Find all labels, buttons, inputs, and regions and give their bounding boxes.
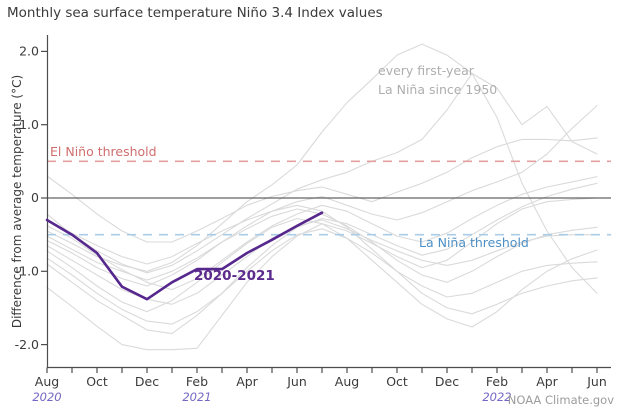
x-tick-label: Jun bbox=[586, 374, 607, 389]
y-tick-label: -1.0 bbox=[15, 264, 39, 279]
la-nina-history-line bbox=[46, 137, 598, 243]
la-nina-history-line bbox=[46, 204, 598, 315]
x-tick-label: Apr bbox=[236, 374, 258, 389]
la-nina-history-line bbox=[46, 176, 598, 291]
la-nina-history-line bbox=[46, 182, 598, 335]
el-nino-threshold-label: El Niño threshold bbox=[50, 144, 157, 159]
y-tick-label: 1.0 bbox=[19, 117, 39, 132]
highlight-series-label: 2020-2021 bbox=[194, 268, 275, 284]
x-tick-label: Feb bbox=[486, 374, 508, 389]
x-tick-label: Aug bbox=[35, 374, 59, 389]
la-nina-threshold-label: La Niña threshold bbox=[419, 235, 529, 250]
la-nina-history-line bbox=[46, 43, 598, 294]
y-axis-label: Difference from average temperature (°C) bbox=[10, 74, 24, 329]
y-tick-label: 0 bbox=[31, 190, 39, 205]
chart-title: Monthly sea surface temperature Niño 3.4… bbox=[7, 5, 383, 21]
x-tick-label: Dec bbox=[435, 374, 459, 389]
x-tick-label: Feb bbox=[186, 374, 208, 389]
year-label: 2022 bbox=[482, 390, 511, 404]
x-tick-label: Oct bbox=[386, 374, 408, 389]
la-nina-history-line bbox=[46, 217, 598, 328]
la-nina-history-line bbox=[46, 72, 598, 274]
x-tick-label: Dec bbox=[135, 374, 159, 389]
la-nina-history-line bbox=[46, 228, 598, 325]
x-tick-label: Oct bbox=[86, 374, 108, 389]
x-tick-label: Apr bbox=[536, 374, 558, 389]
highlight-2020-2021-line bbox=[45, 211, 324, 301]
y-tick-label: -2.0 bbox=[15, 337, 39, 352]
noaa-credit: NOAA Climate.gov bbox=[507, 393, 614, 407]
gray-lines-annotation: every first-year La Niña since 1950 bbox=[378, 63, 498, 97]
la-nina-history-line bbox=[46, 105, 598, 287]
y-tick-label: 2.0 bbox=[19, 44, 39, 59]
year-label: 2020 bbox=[32, 390, 61, 404]
year-label: 2021 bbox=[182, 390, 211, 404]
x-tick-label: Jun bbox=[286, 374, 307, 389]
x-tick-label: Aug bbox=[335, 374, 359, 389]
